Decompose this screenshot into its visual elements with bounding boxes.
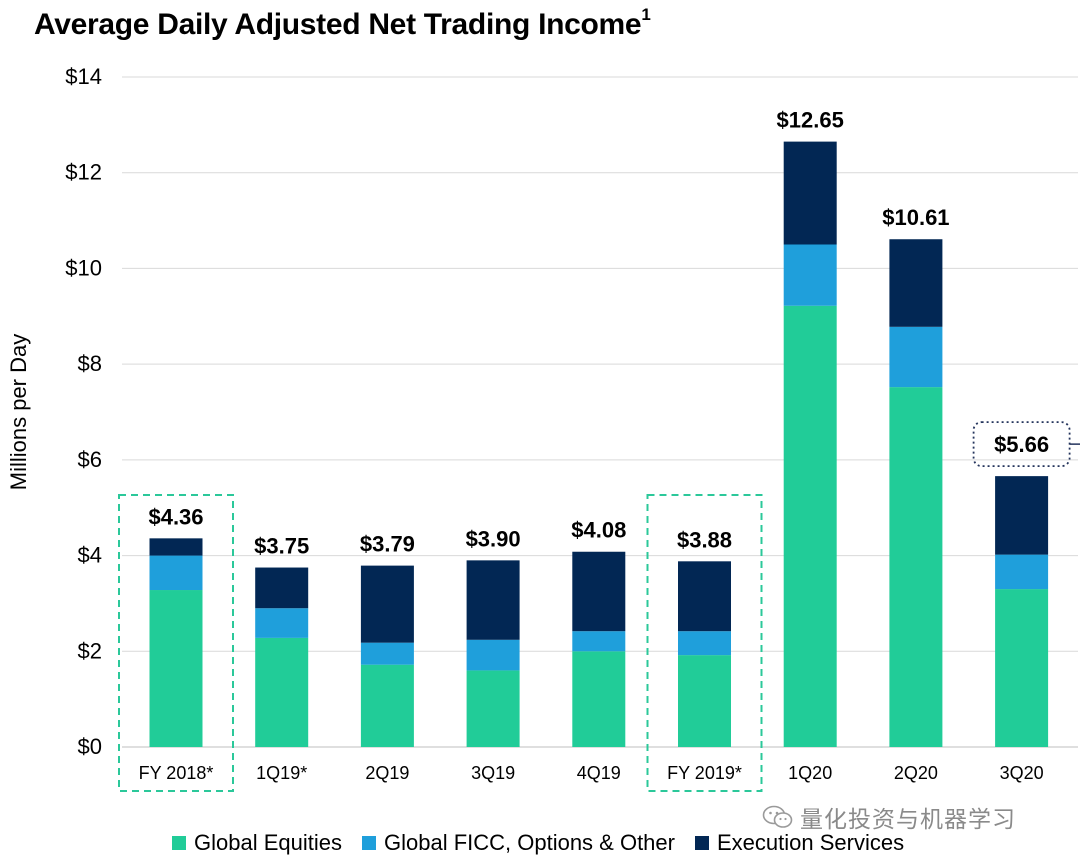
bar-segment-execution-services (678, 561, 731, 632)
bar-segment-global-equities (572, 651, 626, 747)
x-tick-label: 4Q19 (577, 763, 621, 783)
total-label: $12.65 (777, 108, 844, 133)
bar-segment-global-equities (360, 664, 414, 747)
legend: Global Equities Global FICC, Options & O… (172, 830, 924, 856)
y-tick-label: $0 (78, 734, 102, 759)
watermark: 量化投资与机器学习 (762, 800, 1016, 834)
bar-segment-global-equities (678, 655, 731, 747)
bar-segment-execution-services (889, 239, 943, 327)
legend-swatch-global-equities (172, 836, 186, 850)
total-label: $3.79 (360, 532, 415, 557)
chart-title: Average Daily Adjusted Net Trading Incom… (34, 5, 651, 42)
y-tick-label: $8 (78, 351, 102, 376)
bar-segment-global-ficc (572, 631, 626, 652)
legend-label-execution-services: Execution Services (716, 830, 905, 855)
highlight-box-5 (646, 494, 763, 792)
bar-segment-global-ficc (149, 555, 203, 591)
y-tick-label: $2 (78, 638, 102, 663)
total-label: $3.75 (254, 534, 309, 559)
bar-segment-global-ficc (995, 554, 1049, 590)
bar-segment-global-equities (889, 387, 943, 747)
x-tick-label: 1Q20 (788, 763, 832, 783)
total-label: $5.66 (994, 432, 1049, 457)
bar-segment-global-ficc (360, 642, 414, 665)
total-label: $3.90 (466, 526, 521, 551)
bar-segment-global-ficc (466, 639, 520, 671)
y-tick-label: $12 (65, 160, 102, 185)
y-tick-label: $4 (78, 543, 102, 568)
bar-segment-execution-services (360, 565, 414, 643)
bar-segment-execution-services (255, 567, 309, 609)
legend-label-global-ficc: Global FICC, Options & Other (383, 830, 675, 855)
legend-swatch-execution-services (694, 836, 709, 850)
x-tick-label: 3Q20 (1000, 763, 1044, 783)
title-footnote-marker: 1 (641, 5, 651, 24)
legend-swatch-global-ficc (361, 836, 376, 850)
x-tick-label: FY 2018* (139, 763, 214, 783)
bar-segment-global-equities (255, 637, 309, 747)
legend-item-global-equities: Global Equities (172, 830, 342, 856)
x-tick-label: FY 2019* (667, 763, 742, 783)
chart-title-text: Average Daily Adjusted Net Trading Incom… (34, 8, 642, 41)
bar-segment-execution-services (466, 560, 520, 640)
bar-segment-execution-services (572, 551, 626, 632)
y-tick-label: $14 (65, 64, 102, 89)
y-axis-label: Millions per Day (6, 334, 31, 491)
legend-item-execution-services: Execution Services (694, 830, 905, 856)
bar-segment-global-equities (466, 670, 520, 747)
legend-label-global-equities: Global Equities (194, 830, 342, 855)
legend-item-global-ficc: Global FICC, Options & Other (361, 830, 675, 856)
y-tick-label: $10 (65, 255, 102, 280)
bar-segment-execution-services (149, 538, 203, 556)
total-label: $3.88 (677, 527, 732, 552)
x-tick-label: 1Q19* (256, 763, 307, 783)
bar-segment-global-ficc (255, 608, 309, 638)
highlight-box-0 (118, 494, 234, 792)
total-label: $4.36 (148, 504, 203, 529)
bar-segment-execution-services (995, 476, 1049, 555)
bar-segment-global-ficc (678, 631, 731, 656)
x-tick-label: 3Q19 (471, 763, 515, 783)
y-tick-label: $6 (78, 447, 102, 472)
bar-segment-global-equities (783, 305, 837, 747)
x-tick-label: 2Q20 (894, 763, 938, 783)
bar-segment-global-ficc (889, 326, 943, 388)
bar-segment-global-equities (149, 590, 203, 747)
wechat-icon (762, 805, 793, 828)
bar-segment-global-equities (995, 589, 1049, 747)
bar-segment-execution-services (783, 141, 837, 245)
bar-segment-global-ficc (783, 244, 837, 306)
watermark-text: 量化投资与机器学习 (800, 806, 1016, 832)
x-tick-label: 2Q19 (365, 763, 409, 783)
total-label: $4.08 (571, 518, 626, 543)
total-label: $10.61 (882, 205, 949, 230)
